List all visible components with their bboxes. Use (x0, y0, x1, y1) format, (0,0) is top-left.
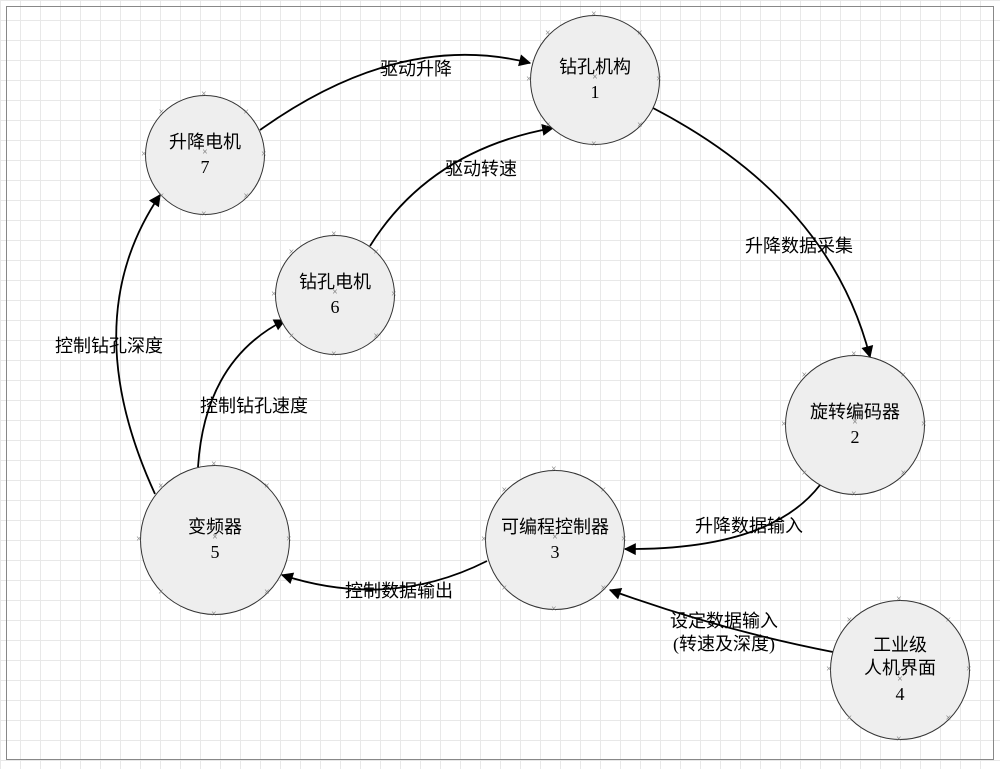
node-plc: 可编程控制器 3 (485, 470, 625, 610)
node-rotary-encoder: 旋转编码器 2 (785, 355, 925, 495)
node-drilling-mechanism: 钻孔机构 1 (530, 15, 660, 145)
edge-e61 (370, 128, 553, 246)
node-number: 3 (551, 541, 560, 564)
edge-e56 (198, 320, 285, 467)
edge-label-e35: 控制数据输出 (345, 580, 453, 603)
edge-label-e23: 升降数据输入 (695, 515, 803, 538)
node-hmi: 工业级人机界面 4 (830, 600, 970, 740)
node-number: 5 (211, 541, 220, 564)
node-number: 7 (201, 156, 210, 179)
node-drill-motor: 钻孔电机 6 (275, 235, 395, 355)
edge-e12 (653, 108, 870, 357)
edge-label-e71: 驱动升降 (380, 58, 452, 81)
edge-label-e61: 驱动转速 (445, 158, 517, 181)
edge-label-e56: 控制钻孔速度 (200, 395, 308, 418)
node-number: 4 (896, 683, 905, 706)
node-number: 1 (591, 81, 600, 104)
node-number: 6 (331, 296, 340, 319)
node-lift-motor: 升降电机 7 (145, 95, 265, 215)
node-number: 2 (851, 426, 860, 449)
edge-label-e12: 升降数据采集 (745, 235, 853, 258)
edge-label-e57: 控制钻孔深度 (55, 335, 163, 358)
edge-label-e43: 设定数据输入(转速及深度) (670, 610, 778, 655)
node-inverter: 变频器 5 (140, 465, 290, 615)
